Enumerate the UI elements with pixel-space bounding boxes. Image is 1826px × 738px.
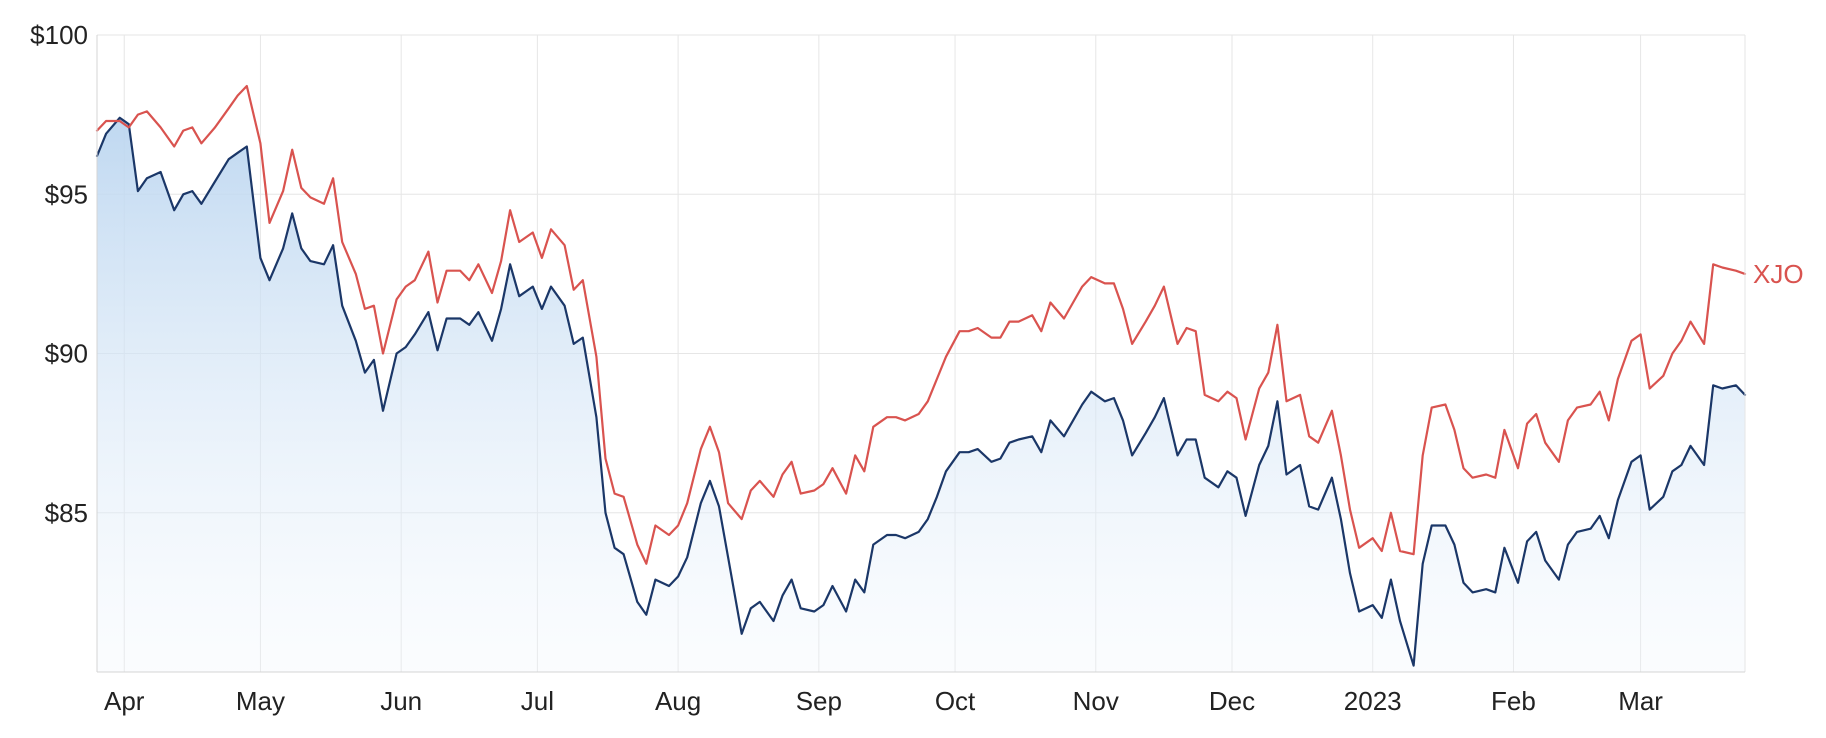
y-tick-label: $95 bbox=[45, 179, 88, 209]
y-tick-label: $90 bbox=[45, 339, 88, 369]
series-end-labels: XJO bbox=[1753, 259, 1804, 289]
x-tick-label: May bbox=[236, 686, 285, 716]
x-tick-label: Jun bbox=[380, 686, 422, 716]
series-line-1 bbox=[95, 116, 1747, 667]
x-tick-label: Oct bbox=[935, 686, 976, 716]
x-tick-label: Feb bbox=[1491, 686, 1536, 716]
x-tick-label: Mar bbox=[1618, 686, 1663, 716]
x-axis-ticks: Apr May Jun Jul Aug Sep Oct Nov Dec 2023 Feb Mar bbox=[104, 686, 1663, 716]
x-tick-label: Jul bbox=[521, 686, 554, 716]
y-axis-ticks: $85 $90 $95 $100 bbox=[30, 20, 88, 528]
x-tick-label: Aug bbox=[655, 686, 701, 716]
x-tick-label: Apr bbox=[104, 686, 145, 716]
x-tick-label: Nov bbox=[1073, 686, 1119, 716]
y-tick-label: $85 bbox=[45, 498, 88, 528]
area-layer bbox=[97, 117, 1745, 673]
series-label: XJO bbox=[1753, 259, 1804, 289]
y-tick-label: $100 bbox=[30, 20, 88, 50]
x-tick-label: 2023 bbox=[1344, 686, 1402, 716]
series-area-fill bbox=[97, 117, 1745, 673]
x-tick-label: Dec bbox=[1209, 686, 1255, 716]
x-tick-label: Sep bbox=[796, 686, 842, 716]
axes bbox=[96, 35, 1746, 673]
series-line-xjo bbox=[95, 84, 1747, 565]
series-lines bbox=[95, 84, 1747, 667]
